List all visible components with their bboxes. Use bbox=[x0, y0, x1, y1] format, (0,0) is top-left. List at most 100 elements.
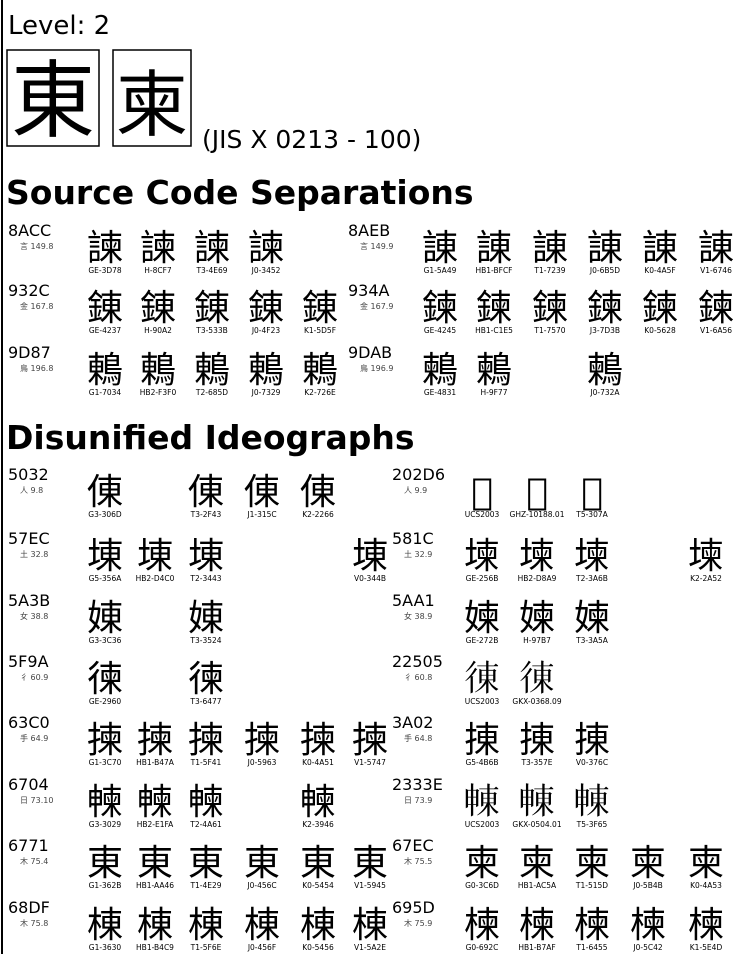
radical-stroke: 鳥 196.8 bbox=[20, 363, 53, 373]
source-label: K2-2266 bbox=[302, 510, 334, 519]
radical-stroke: 手 64.8 bbox=[404, 733, 432, 743]
glyph: 東 bbox=[244, 843, 280, 884]
source-label: G5-4B6B bbox=[465, 758, 498, 767]
source-label: J3-7D3B bbox=[589, 326, 620, 335]
source-label: G1-5A49 bbox=[424, 266, 457, 275]
glyph: 埬 bbox=[137, 536, 173, 577]
radical-stroke: 木 75.4 bbox=[20, 856, 48, 866]
glyph: 棟 bbox=[352, 905, 388, 946]
source-label: V1-5A2E bbox=[354, 943, 386, 952]
glyph: 鍊 bbox=[422, 288, 458, 329]
source-label: K0-5628 bbox=[644, 326, 676, 335]
glyph: 揀 bbox=[244, 720, 280, 761]
glyph: 錬 bbox=[248, 288, 284, 329]
source-label: V0-376C bbox=[576, 758, 608, 767]
glyph: 𢔅 bbox=[464, 659, 500, 700]
glyph: 揀 bbox=[188, 720, 224, 761]
code-point: 9DAB bbox=[348, 343, 392, 362]
glyph: 楝 bbox=[574, 905, 610, 946]
source-label: T3-6477 bbox=[189, 697, 221, 706]
source-label: J0-732A bbox=[589, 388, 620, 397]
section-title: Source Code Separations bbox=[6, 173, 474, 212]
source-label: T3-4E69 bbox=[195, 266, 227, 275]
source-label: V1-5945 bbox=[354, 881, 386, 890]
glyph: 𠋖 bbox=[526, 472, 548, 513]
glyph: 錬 bbox=[87, 288, 123, 329]
glyph: 東 bbox=[188, 843, 224, 884]
glyph: 揀 bbox=[300, 720, 336, 761]
radical-stroke: 木 75.8 bbox=[20, 918, 48, 928]
code-point: 57EC bbox=[8, 529, 50, 548]
source-label: K2-3946 bbox=[302, 820, 334, 829]
source-label: G1-7034 bbox=[89, 388, 122, 397]
source-label: T3-357E bbox=[520, 758, 552, 767]
code-point: 202D6 bbox=[392, 465, 445, 484]
source-label: K1-5E4D bbox=[690, 943, 723, 952]
code-point: 63C0 bbox=[8, 713, 50, 732]
code-point: 695D bbox=[392, 898, 435, 917]
glyph: 揀 bbox=[352, 720, 388, 761]
source-label: J0-456C bbox=[246, 881, 276, 890]
glyph: 堜 bbox=[519, 536, 555, 577]
glyph: 倲 bbox=[188, 472, 224, 513]
glyph: 錬 bbox=[194, 288, 230, 329]
source-label: K0-5454 bbox=[302, 881, 334, 890]
source-label: G1-3630 bbox=[89, 943, 122, 952]
source-label: HB1-B7AF bbox=[518, 943, 555, 952]
glyph: 東 bbox=[137, 843, 173, 884]
source-label: T3-3524 bbox=[189, 636, 221, 645]
code-point: 2333E bbox=[392, 775, 443, 794]
source-label: GE-2960 bbox=[89, 697, 122, 706]
radical-stroke: 木 75.9 bbox=[404, 918, 432, 928]
code-point: 22505 bbox=[392, 652, 443, 671]
source-label: G0-692C bbox=[466, 943, 499, 952]
source-label: GE-256B bbox=[466, 574, 499, 583]
radical-stroke: 鳥 196.9 bbox=[360, 363, 393, 373]
source-label: GKX-0368.09 bbox=[512, 697, 561, 706]
source-label: T3-3A5A bbox=[575, 636, 609, 645]
source-label: J1-315C bbox=[246, 510, 276, 519]
glyph: 徚 bbox=[87, 659, 123, 700]
code-point: 5032 bbox=[8, 465, 49, 484]
source-label: T1-515D bbox=[575, 881, 608, 890]
source-label: HB1-B47A bbox=[136, 758, 175, 767]
glyph: 東 bbox=[300, 843, 336, 884]
code-point: 8AEB bbox=[348, 221, 390, 240]
source-label: K0-5456 bbox=[302, 943, 334, 952]
glyph: 鶫 bbox=[476, 350, 512, 391]
source-label: V1-6A56 bbox=[700, 326, 732, 335]
code-point: 3A02 bbox=[392, 713, 433, 732]
glyph: 柬 bbox=[519, 843, 555, 884]
glyph: 𣌾 bbox=[464, 782, 500, 823]
radical-stroke: 言 149.8 bbox=[20, 241, 53, 251]
code-point: 932C bbox=[8, 281, 50, 300]
source-label: T1-7570 bbox=[533, 326, 565, 335]
glyph: 柬 bbox=[688, 843, 724, 884]
source-label: T3-533B bbox=[195, 326, 228, 335]
code-point: 9D87 bbox=[8, 343, 51, 362]
glyph: 𠋖 bbox=[471, 472, 493, 513]
radical-stroke: 金 167.9 bbox=[360, 301, 393, 311]
glyph: 堜 bbox=[574, 536, 610, 577]
glyph-box bbox=[6, 49, 100, 147]
source-label: T1-4E29 bbox=[189, 881, 221, 890]
radical-stroke: 彳 60.9 bbox=[20, 673, 48, 682]
glyph: 柬 bbox=[574, 843, 610, 884]
glyph: 㨂 bbox=[519, 720, 555, 761]
source-label: H-90A2 bbox=[144, 326, 172, 335]
glyph: 倲 bbox=[300, 472, 336, 513]
radical-stroke: 女 38.8 bbox=[20, 611, 48, 621]
code-point: 5AA1 bbox=[392, 591, 435, 610]
source-label: GE-4245 bbox=[424, 326, 457, 335]
glyph: 諫 bbox=[140, 228, 176, 269]
glyph: 東 bbox=[87, 843, 123, 884]
source-label: T5-307A bbox=[575, 510, 608, 519]
glyph: 鍊 bbox=[642, 288, 678, 329]
glyph: 錬 bbox=[302, 288, 338, 329]
glyph: 媡 bbox=[574, 598, 610, 639]
code-point: 67EC bbox=[392, 836, 434, 855]
source-label: J0-4F23 bbox=[251, 326, 281, 335]
source-label: UCS2003 bbox=[465, 697, 500, 706]
glyph: 楝 bbox=[519, 905, 555, 946]
